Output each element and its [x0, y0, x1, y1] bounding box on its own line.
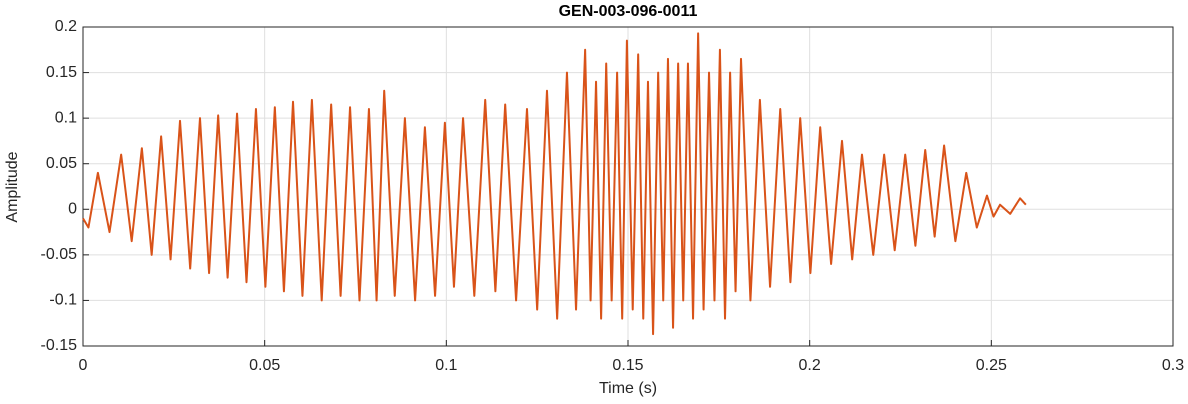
y-tick-label: -0.1	[49, 292, 77, 309]
data-line	[82, 32, 1027, 336]
y-axis-label: Amplitude	[4, 151, 21, 222]
y-tick-label: 0	[68, 201, 77, 218]
x-tick-label: 0.05	[249, 357, 280, 374]
x-tick-label: 0.3	[1162, 357, 1184, 374]
x-tick-label: 0.25	[976, 357, 1007, 374]
x-tick-label: 0.2	[799, 357, 821, 374]
y-tick-label: 0.2	[55, 18, 77, 35]
x-tick-label: 0	[79, 357, 88, 374]
y-tick-label: -0.15	[41, 337, 78, 354]
y-tick-label: -0.05	[41, 246, 78, 263]
y-tick-label: 0.05	[46, 155, 77, 172]
x-tick-label: 0.1	[435, 357, 457, 374]
y-tick-label: 0.1	[55, 109, 77, 126]
chart-title: GEN-003-096-0011	[559, 3, 698, 20]
plot-frame	[82, 26, 1174, 347]
x-tick-label: 0.15	[612, 357, 643, 374]
x-axis-label: Time (s)	[599, 380, 657, 397]
y-tick-label: 0.15	[46, 64, 77, 81]
